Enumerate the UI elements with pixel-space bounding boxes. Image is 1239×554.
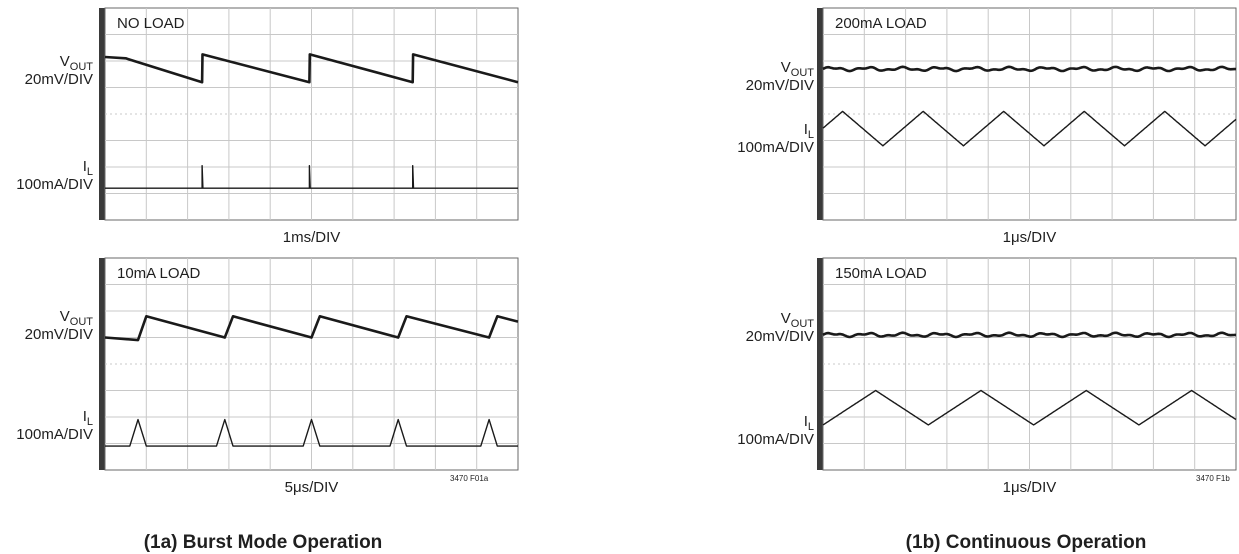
timebase-label: 5μs/DIV bbox=[285, 479, 339, 496]
channel-subscript: L bbox=[808, 129, 814, 141]
channel-subscript: OUT bbox=[791, 67, 815, 79]
channel-scale: 100mA/DIV bbox=[737, 139, 814, 156]
channel-subscript: L bbox=[87, 166, 93, 178]
channel-symbol: I bbox=[83, 158, 87, 175]
channel-scale: 20mV/DIV bbox=[25, 71, 93, 88]
channel-scale: 20mV/DIV bbox=[25, 326, 93, 343]
figure-b-caption: (1b) Continuous Operation bbox=[906, 532, 1147, 553]
trace-vout bbox=[104, 315, 519, 342]
panel-title: 10mA LOAD bbox=[117, 265, 201, 282]
channel-symbol: V bbox=[781, 59, 791, 76]
channel-scale: 100mA/DIV bbox=[16, 176, 93, 193]
channel-scale: 100mA/DIV bbox=[737, 431, 814, 448]
channel-subscript: OUT bbox=[70, 61, 94, 73]
trace-vout bbox=[104, 53, 519, 84]
frame-left-bar bbox=[817, 258, 823, 470]
channel-symbol: V bbox=[60, 53, 70, 70]
frame-left-bar bbox=[99, 258, 105, 470]
timebase-label: 1μs/DIV bbox=[1003, 479, 1057, 496]
channel-label: VOUT bbox=[781, 59, 815, 79]
panel-title: 150mA LOAD bbox=[835, 265, 927, 282]
channel-symbol: I bbox=[83, 408, 87, 425]
channel-subscript: OUT bbox=[70, 316, 94, 328]
trace-il bbox=[105, 418, 518, 447]
channel-label: IL bbox=[804, 413, 814, 433]
channel-label: IL bbox=[83, 408, 93, 428]
channel-subscript: L bbox=[87, 416, 93, 428]
channel-symbol: V bbox=[781, 310, 791, 327]
figure-a-caption: (1a) Burst Mode Operation bbox=[144, 532, 383, 553]
channel-subscript: L bbox=[808, 421, 814, 433]
trace-vout bbox=[822, 331, 1237, 339]
timebase-label: 1ms/DIV bbox=[283, 229, 341, 246]
channel-label: VOUT bbox=[781, 310, 815, 330]
figure-a-code: 3470 F01a bbox=[450, 474, 489, 483]
channel-symbol: I bbox=[804, 413, 808, 430]
frame-left-bar bbox=[99, 8, 105, 220]
timebase-label: 1μs/DIV bbox=[1003, 229, 1057, 246]
channel-symbol: I bbox=[804, 121, 808, 138]
trace-vout bbox=[822, 65, 1237, 73]
channel-label: IL bbox=[804, 121, 814, 141]
trace-il bbox=[822, 389, 1237, 426]
trace-il bbox=[105, 165, 518, 189]
trace-il bbox=[822, 110, 1237, 147]
panel-title: 200mA LOAD bbox=[835, 15, 927, 32]
channel-subscript: OUT bbox=[791, 318, 815, 330]
channel-scale: 20mV/DIV bbox=[746, 77, 814, 94]
channel-label: IL bbox=[83, 158, 93, 178]
channel-label: VOUT bbox=[60, 308, 94, 328]
channel-scale: 100mA/DIV bbox=[16, 426, 93, 443]
panel-title: NO LOAD bbox=[117, 15, 185, 32]
channel-scale: 20mV/DIV bbox=[746, 328, 814, 345]
scope-panels: NO LOADVOUT20mV/DIVIL100mA/DIV1ms/DIV10m… bbox=[16, 7, 1237, 496]
figure-b-code: 3470 F1b bbox=[1196, 474, 1230, 483]
frame-left-bar bbox=[817, 8, 823, 220]
channel-label: VOUT bbox=[60, 53, 94, 73]
channel-symbol: V bbox=[60, 308, 70, 325]
